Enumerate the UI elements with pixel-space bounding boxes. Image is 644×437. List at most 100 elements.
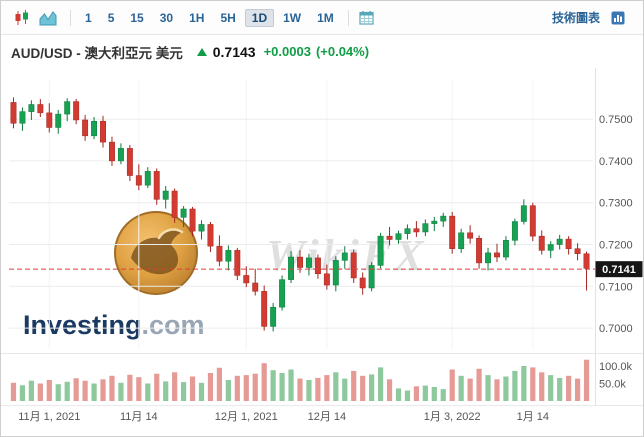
volume-bar (55, 384, 61, 401)
candle-body (37, 104, 44, 114)
candle-body (64, 101, 71, 115)
candle-body (234, 250, 241, 276)
instrument-title: AUD/USD - 澳大利亞元 美元 (11, 45, 183, 61)
volume-bar (333, 372, 339, 401)
volume-bar (539, 372, 545, 401)
investing-bull-logo-watermark (114, 211, 198, 295)
candle-body (216, 245, 223, 262)
current-price-tag-label: 0.7141 (602, 264, 636, 276)
candle-body (538, 235, 545, 251)
volume-bar (297, 378, 303, 401)
price-change: +0.0003 (263, 44, 311, 59)
volume-bar (360, 375, 366, 401)
timeframe-button-15[interactable]: 15 (130, 10, 144, 25)
candle-body (297, 256, 303, 268)
candle-body (395, 233, 402, 240)
candle-body (100, 120, 106, 143)
volume-bar (100, 379, 106, 401)
candle-body (350, 252, 357, 279)
candle-body (225, 250, 232, 262)
x-axis-label: 11月 14 (120, 411, 158, 423)
x-axis-label: 12月 14 (308, 411, 347, 423)
volume-bar (583, 359, 590, 401)
calendar-icon[interactable] (356, 9, 378, 27)
volume-bar (422, 385, 428, 401)
last-price: 0.7143 (212, 43, 256, 60)
volume-bar (198, 382, 205, 401)
volume-bar (216, 367, 223, 401)
candle-body (404, 228, 411, 234)
candle-body (252, 282, 259, 292)
timeframe-button-1h[interactable]: 1H (189, 10, 205, 25)
candle-body (28, 104, 35, 112)
toolbar-divider (70, 9, 71, 26)
volume-bar (574, 378, 581, 401)
timeframe-button-1m[interactable]: 1M (317, 10, 334, 25)
timeframe-button-1d[interactable]: 1D (244, 8, 275, 27)
toolbar-divider (347, 9, 349, 26)
volume-bar (261, 363, 267, 401)
candle-body (529, 205, 536, 237)
volume-bar (279, 373, 285, 401)
volume-bar (225, 380, 231, 401)
candle-body (55, 113, 62, 128)
candle-body (547, 244, 554, 251)
candle-body (261, 291, 268, 327)
volume-bar (82, 380, 88, 401)
timeframe-button-30[interactable]: 30 (159, 10, 174, 25)
candle-body (91, 120, 98, 137)
candle-body (279, 279, 286, 308)
timeframe-button-5[interactable]: 5 (107, 10, 115, 25)
candle-body (485, 252, 491, 264)
technical-charts-link[interactable]: 技術圖表 (551, 11, 600, 25)
volume-bar (243, 375, 249, 401)
volume-bar (10, 382, 17, 401)
volume-bar (306, 380, 312, 401)
volume-bar (485, 375, 491, 401)
candle-body (19, 111, 26, 124)
x-axis-label: 1月 14 (517, 411, 549, 423)
candle-body (135, 175, 142, 186)
volume-bar (431, 387, 437, 401)
candle-body (207, 224, 214, 247)
y-axis-label: 0.7300 (599, 198, 633, 210)
timeframe-button-1w[interactable]: 1W (283, 10, 302, 25)
candle-body (440, 215, 447, 222)
y-axis-label: 0.7000 (599, 323, 633, 335)
candle-body (306, 257, 312, 268)
volume-bar (512, 370, 518, 401)
candlestick-chart-type-icon[interactable] (11, 9, 33, 27)
x-axis-label: 12月 1, 2021 (215, 411, 278, 423)
candle-body (198, 224, 205, 232)
current-price-tag (595, 261, 643, 278)
timeframe-button-1[interactable]: 1 (85, 10, 92, 25)
volume-bar (19, 385, 26, 401)
volume-bar (548, 375, 554, 401)
volume-bar (530, 367, 536, 401)
volume-bar (467, 378, 473, 401)
candle-body (126, 148, 133, 176)
candles-layer (10, 97, 590, 332)
area-chart-type-icon[interactable] (37, 9, 59, 27)
volume-bar (145, 383, 151, 401)
candle-body (341, 252, 348, 261)
volume-bar (207, 373, 214, 401)
candle-body (46, 112, 53, 128)
candle-body (332, 260, 339, 286)
volume-bar (342, 378, 348, 401)
candle-body (565, 238, 572, 249)
volume-bar (458, 375, 464, 401)
timeframe-button-5h[interactable]: 5H (220, 10, 236, 25)
candle-body (189, 208, 196, 232)
volume-bar (503, 376, 509, 401)
volume-bar (163, 381, 169, 401)
volume-bar (494, 379, 500, 401)
chart-menu-icon[interactable] (607, 9, 629, 27)
candle-body (144, 171, 151, 186)
candle-body (117, 148, 124, 162)
y-axis-label: 0.7500 (599, 114, 633, 126)
y-axis-label: 0.7200 (599, 240, 633, 252)
candle-body (386, 235, 393, 240)
